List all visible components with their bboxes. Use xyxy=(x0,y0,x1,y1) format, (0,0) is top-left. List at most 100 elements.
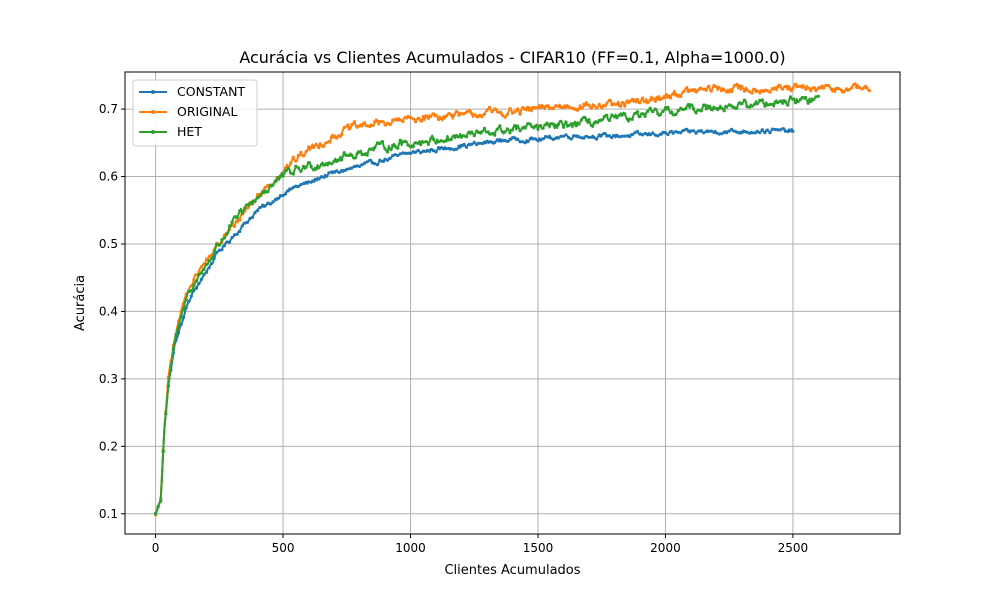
data-point-het xyxy=(365,153,369,157)
data-point-constant xyxy=(607,134,612,138)
data-point-constant xyxy=(725,131,729,135)
data-point-original xyxy=(760,89,764,93)
data-point-constant xyxy=(510,136,515,140)
data-point-het xyxy=(434,141,438,145)
data-point-het xyxy=(610,113,614,117)
data-point-constant xyxy=(355,164,359,168)
data-point-constant xyxy=(592,135,596,140)
data-point-constant xyxy=(215,250,219,254)
data-point-original xyxy=(821,86,826,90)
data-point-het xyxy=(551,122,555,126)
data-point-het xyxy=(658,113,663,117)
data-point-original xyxy=(748,90,752,94)
data-point-het xyxy=(273,179,277,183)
data-point-het xyxy=(444,139,448,143)
data-point-constant xyxy=(291,185,295,189)
data-point-het xyxy=(176,325,181,329)
data-point-original xyxy=(633,98,637,102)
data-point-original xyxy=(689,88,693,93)
data-point-constant xyxy=(533,137,538,141)
data-point-original xyxy=(676,94,680,98)
data-point-constant xyxy=(755,129,759,133)
data-point-constant xyxy=(475,142,479,147)
data-point-het xyxy=(238,209,242,213)
data-point-constant xyxy=(368,158,372,162)
data-point-constant xyxy=(449,147,453,151)
data-point-original xyxy=(574,107,578,111)
data-point-original xyxy=(523,107,527,111)
data-point-original xyxy=(340,133,344,137)
data-point-het xyxy=(533,124,538,128)
data-point-het xyxy=(332,159,336,163)
data-point-het xyxy=(164,412,168,416)
data-point-original xyxy=(770,87,775,91)
data-point-original xyxy=(495,110,499,114)
data-point-constant xyxy=(245,220,249,224)
data-point-het xyxy=(268,184,272,188)
data-point-original xyxy=(732,84,736,88)
data-point-constant xyxy=(447,146,451,150)
data-point-constant xyxy=(375,163,379,167)
data-point-het xyxy=(408,145,413,149)
data-point-constant xyxy=(388,156,392,160)
data-point-original xyxy=(431,112,436,116)
data-point-het xyxy=(760,98,764,102)
data-point-original xyxy=(533,106,538,110)
data-point-het xyxy=(699,109,703,113)
data-point-constant xyxy=(620,134,624,138)
data-point-original xyxy=(454,109,458,114)
data-point-original xyxy=(541,105,545,109)
legend-marker xyxy=(151,110,155,114)
data-point-original xyxy=(602,104,606,108)
data-point-het xyxy=(579,118,583,122)
data-point-constant xyxy=(635,129,640,134)
data-point-original xyxy=(503,115,507,119)
data-point-constant xyxy=(210,261,214,266)
data-point-original xyxy=(745,88,749,92)
data-point-constant xyxy=(630,133,634,137)
data-point-original xyxy=(294,159,298,163)
legend-item-original: ORIGINAL xyxy=(139,104,237,119)
data-point-constant xyxy=(312,179,316,183)
data-point-constant xyxy=(646,133,650,137)
x-tick-label: 2000 xyxy=(650,541,681,555)
data-point-constant xyxy=(551,137,555,141)
data-point-het xyxy=(373,145,377,150)
data-point-constant xyxy=(480,141,484,145)
data-point-constant xyxy=(373,162,377,166)
data-point-het xyxy=(541,126,545,130)
data-point-constant xyxy=(791,129,795,133)
data-point-het xyxy=(416,141,420,145)
data-point-original xyxy=(192,278,196,282)
data-point-original xyxy=(663,95,668,99)
data-point-het xyxy=(345,153,349,157)
data-point-het xyxy=(587,118,591,122)
data-point-original xyxy=(618,104,622,108)
data-point-constant xyxy=(258,205,262,210)
data-point-constant xyxy=(408,151,413,156)
data-point-constant xyxy=(189,294,193,298)
data-point-het xyxy=(592,121,596,125)
data-point-original xyxy=(368,124,372,129)
data-point-constant xyxy=(411,150,415,154)
data-point-het xyxy=(505,127,509,131)
data-point-het xyxy=(684,106,688,111)
data-point-constant xyxy=(584,134,589,138)
data-point-constant xyxy=(299,183,303,187)
data-point-het xyxy=(574,124,578,128)
data-point-het xyxy=(299,169,303,173)
data-point-original xyxy=(750,91,754,95)
data-point-original xyxy=(600,106,604,110)
data-point-constant xyxy=(278,194,283,198)
data-point-het xyxy=(294,164,298,168)
data-point-original xyxy=(640,96,645,100)
data-point-het xyxy=(337,158,341,162)
data-point-constant xyxy=(482,140,487,144)
x-tick-label: 0 xyxy=(152,541,160,555)
data-point-original xyxy=(452,113,456,117)
data-point-constant xyxy=(256,209,260,213)
y-tick-label: 0.7 xyxy=(99,102,118,116)
data-point-constant xyxy=(776,128,780,132)
data-point-het xyxy=(630,117,634,121)
data-point-het xyxy=(309,165,313,169)
